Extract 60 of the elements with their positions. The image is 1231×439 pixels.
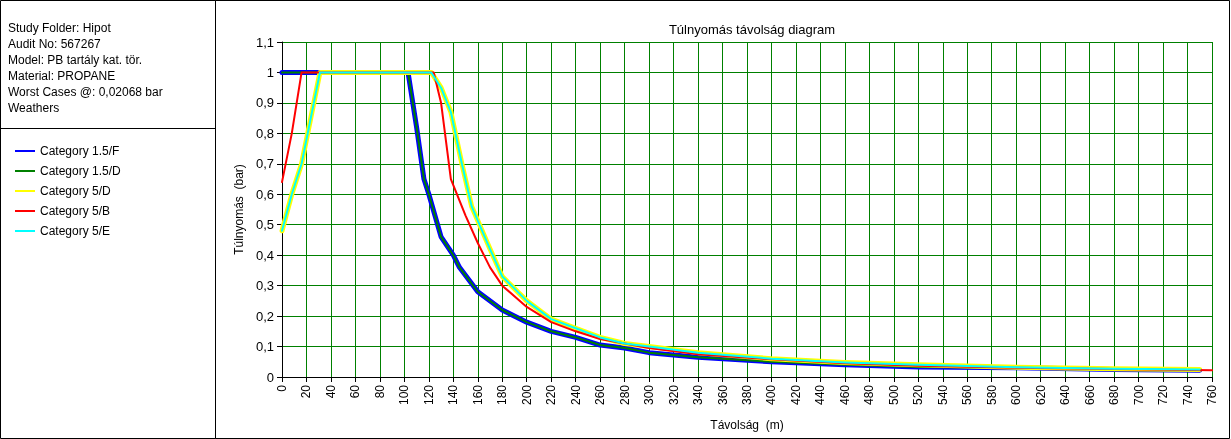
x-tick-label: 120: [421, 384, 436, 406]
x-tick-label: 620: [1033, 384, 1048, 406]
x-axis-title: Távolság (m): [710, 418, 784, 432]
y-tick-label: 0,9: [255, 95, 274, 111]
text: Study Folder: Hipot Audit No: 567267 Model: PB tartály kat. tör. Material: PROPANE Worst Cases @: 0,02068 bar Weathers: [8, 21, 163, 115]
x-tick-label: 760: [1205, 384, 1219, 406]
x-tick-label: 240: [568, 384, 583, 406]
y-tick-label: 0,1: [255, 339, 274, 355]
y-tick-label: 0,3: [255, 278, 274, 294]
x-tick-label: 540: [935, 384, 950, 406]
chart-title: Túlnyomás távolság diagram: [668, 22, 836, 37]
x-tick-label: 300: [642, 384, 657, 406]
y-tick-label: 0,7: [255, 156, 274, 172]
y-tick-label: 0,6: [255, 186, 274, 202]
x-tick-label: 640: [1058, 384, 1073, 406]
x-tick-label: 100: [397, 384, 412, 406]
x-tick-label: 200: [519, 384, 534, 406]
y-tick-label: 1,1: [255, 34, 274, 50]
x-tick-label: 520: [911, 384, 926, 406]
y-tick-label: 1: [266, 64, 274, 80]
x-tick-label: 380: [740, 384, 754, 406]
x-tick-label: 340: [691, 384, 706, 406]
legend-label: Category 5/B: [40, 204, 111, 218]
x-tick-label: 700: [1131, 384, 1146, 406]
x-tick-label: 140: [446, 384, 461, 406]
x-tick-label: 420: [788, 384, 803, 406]
x-tick-label: 40: [323, 384, 338, 399]
y-tick-label: 0,4: [255, 247, 274, 263]
x-tick-label: 720: [1156, 384, 1171, 406]
x-tick-label: 440: [813, 384, 828, 406]
x-tick-label: 80: [372, 384, 387, 399]
x-tick-label: 60: [348, 384, 363, 399]
x-tick-label: 0: [275, 384, 289, 392]
x-tick-label: 280: [617, 384, 632, 406]
x-tick-label: 460: [837, 384, 852, 406]
x-tick-label: 260: [593, 384, 608, 406]
y-tick-label: 0: [266, 369, 274, 385]
x-tick-label: 560: [960, 384, 975, 406]
x-tick-label: 400: [764, 384, 779, 406]
legend-label: Category 1.5/F: [40, 144, 120, 158]
y-tick-label: 0,8: [255, 125, 274, 141]
y-tick-label: 0,2: [255, 308, 274, 324]
y-axis-title: Túlnyomás (bar): [232, 164, 247, 255]
y-tick-label: 0,5: [255, 217, 274, 233]
x-tick-label: 580: [984, 384, 999, 406]
x-tick-label: 320: [666, 384, 681, 406]
x-tick-label: 360: [715, 384, 730, 406]
x-tick-label: 740: [1180, 384, 1195, 406]
x-tick-label: 660: [1082, 384, 1097, 406]
x-tick-label: 180: [495, 384, 510, 406]
x-tick-label: 500: [886, 384, 901, 406]
x-tick-label: 20: [299, 384, 314, 399]
x-tick-label: 480: [862, 384, 877, 406]
legend-label: Category 5/D: [40, 184, 112, 198]
x-tick-label: 160: [470, 384, 485, 406]
legend-label: Category 1.5/D: [40, 164, 122, 178]
x-tick-label: 220: [544, 384, 559, 406]
legend-label: Category 5/E: [40, 224, 111, 238]
x-tick-label: 680: [1107, 384, 1122, 406]
x-tick-label: 600: [1009, 384, 1024, 406]
